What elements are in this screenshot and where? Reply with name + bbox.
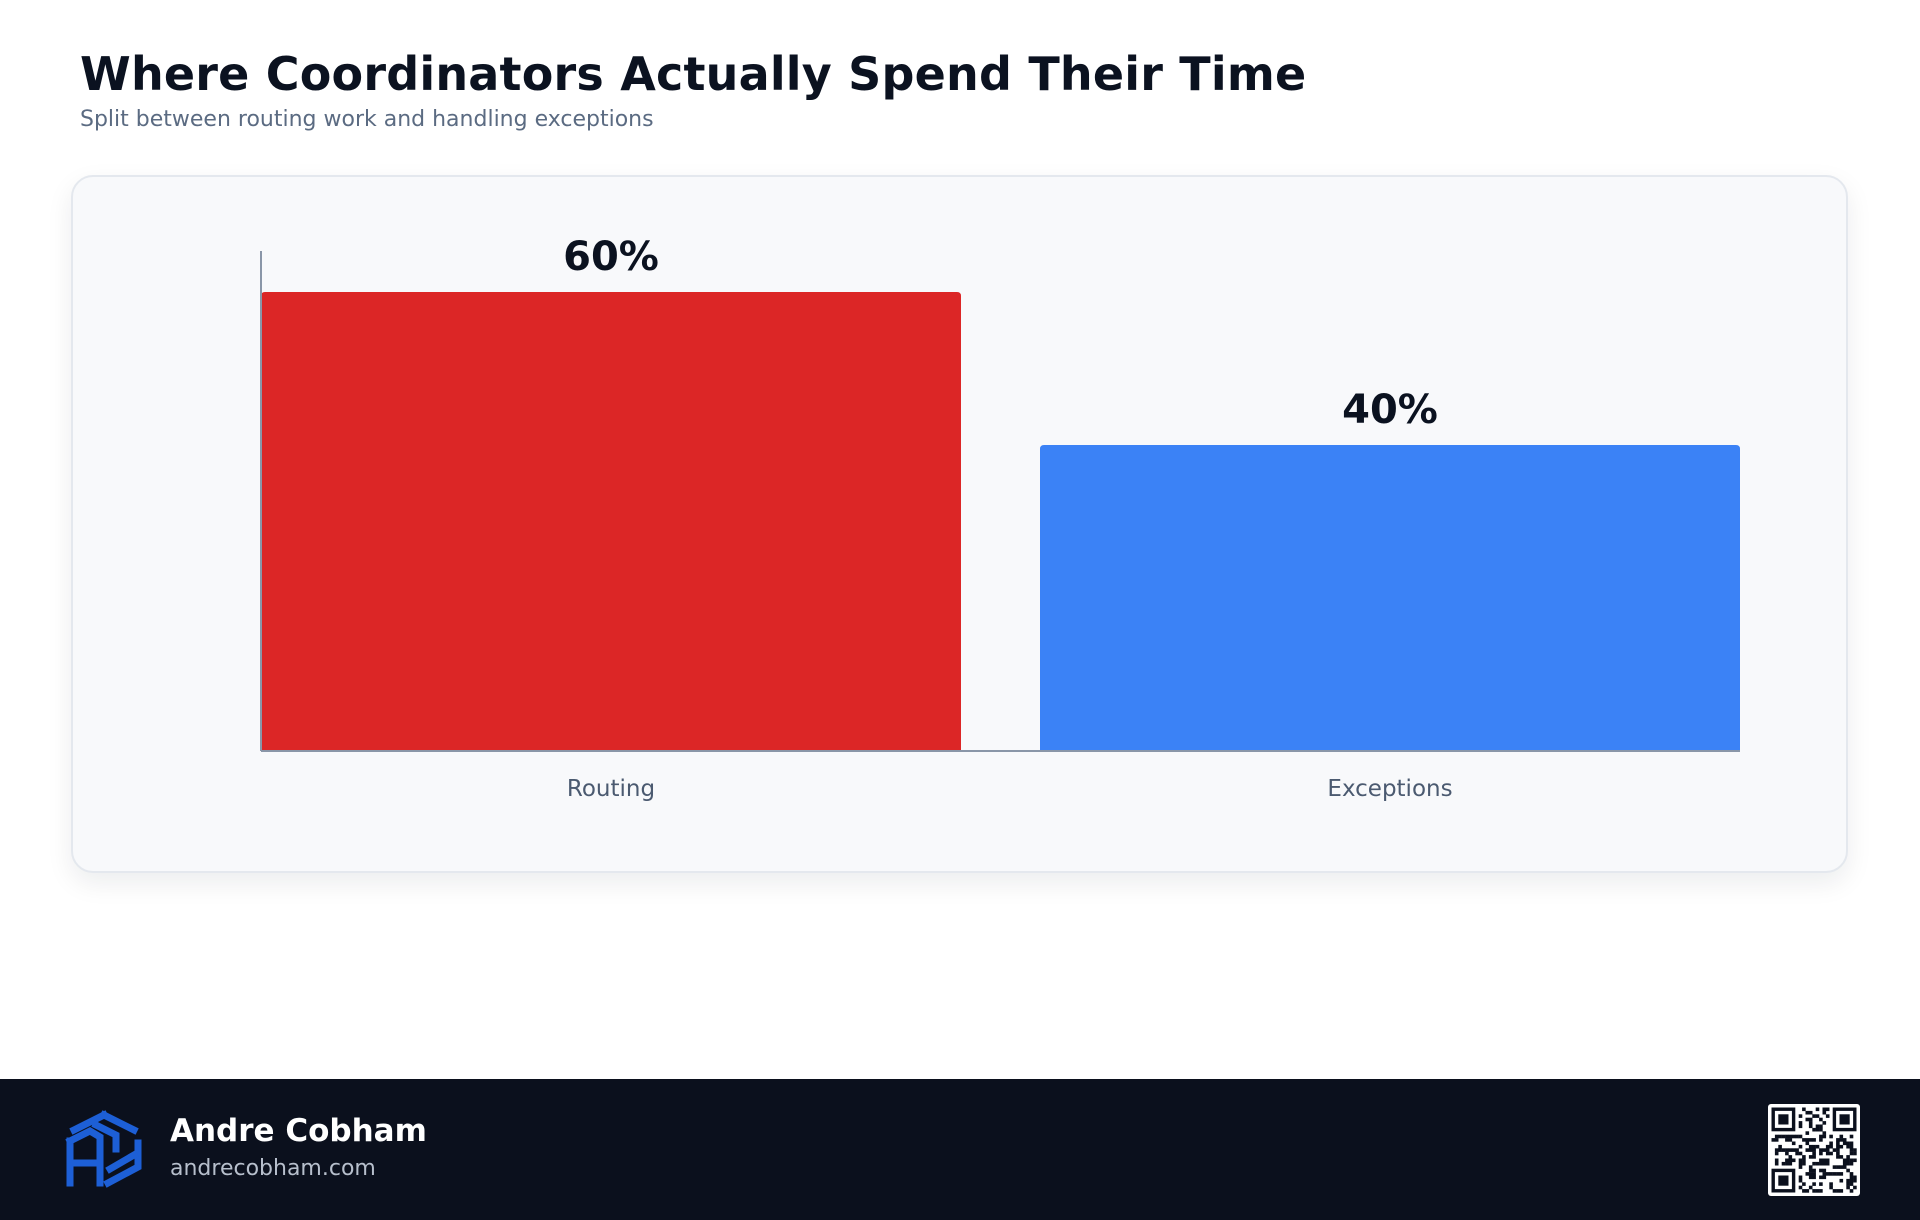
bar-routing — [261, 292, 961, 751]
page-subtitle: Split between routing work and handling … — [80, 107, 654, 132]
category-label: Routing — [567, 776, 655, 802]
chart-card: 60% Routing 40% Exceptions — [71, 175, 1848, 873]
bar-exceptions — [1040, 445, 1740, 751]
footer: Andre Cobham andrecobham.com — [0, 1079, 1920, 1220]
bar-chart: 60% Routing 40% Exceptions — [260, 234, 1740, 802]
footer-website-link[interactable]: andrecobham.com — [170, 1156, 376, 1181]
qr-code-icon — [1768, 1104, 1860, 1196]
cube-logo-icon — [65, 1110, 142, 1188]
footer-author-name: Andre Cobham — [170, 1113, 427, 1149]
page-title: Where Coordinators Actually Spend Their … — [80, 47, 1307, 101]
category-label: Exceptions — [1327, 776, 1452, 802]
bar-value-label: 40% — [1342, 387, 1438, 433]
bar-value-label: 60% — [563, 234, 659, 280]
